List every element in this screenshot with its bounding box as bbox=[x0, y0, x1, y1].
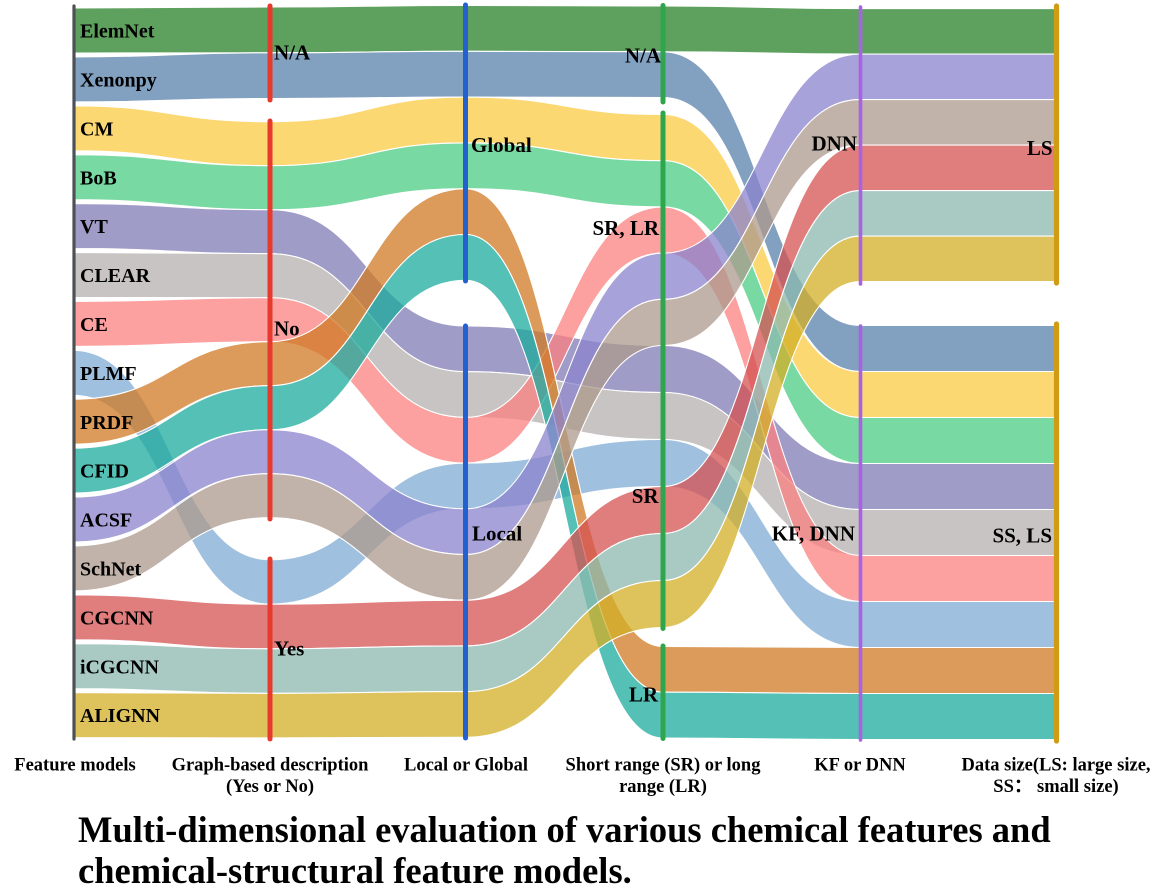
svg-text:KF, DNN: KF, DNN bbox=[772, 521, 855, 545]
svg-text:Yes: Yes bbox=[274, 636, 304, 660]
svg-text:N/A: N/A bbox=[625, 43, 662, 67]
svg-text:Graph-based description: Graph-based description bbox=[172, 756, 370, 776]
svg-text:CM: CM bbox=[80, 118, 113, 140]
svg-text:BoB: BoB bbox=[80, 167, 117, 189]
svg-text:ElemNet: ElemNet bbox=[80, 21, 155, 43]
svg-text:LS: LS bbox=[1027, 136, 1053, 160]
svg-text:PLMF: PLMF bbox=[80, 363, 137, 385]
svg-text:CLEAR: CLEAR bbox=[80, 265, 151, 287]
svg-text:SchNet: SchNet bbox=[80, 558, 141, 580]
svg-text:Global: Global bbox=[471, 133, 532, 157]
svg-text:KF or DNN: KF or DNN bbox=[814, 756, 906, 776]
svg-text:SS： small size): SS： small size) bbox=[993, 777, 1118, 797]
svg-text:DNN: DNN bbox=[812, 132, 858, 156]
svg-text:Local or Global: Local or Global bbox=[404, 756, 528, 776]
svg-text:range (LR): range (LR) bbox=[619, 777, 707, 797]
svg-text:PRDF: PRDF bbox=[80, 412, 133, 434]
svg-text:CGCNN: CGCNN bbox=[80, 607, 154, 629]
svg-text:Data size(LS: large size,: Data size(LS: large size, bbox=[961, 756, 1150, 776]
svg-text:chemical-structural feature mo: chemical-structural feature models. bbox=[78, 850, 632, 891]
svg-text:CE: CE bbox=[80, 314, 108, 336]
svg-text:Short range (SR) or long: Short range (SR) or long bbox=[566, 756, 762, 776]
svg-text:Multi-dimensional evaluation o: Multi-dimensional evaluation of various … bbox=[78, 809, 1051, 850]
svg-text:ACSF: ACSF bbox=[80, 510, 132, 532]
svg-text:SR: SR bbox=[632, 484, 660, 508]
svg-text:ALIGNN: ALIGNN bbox=[80, 705, 161, 727]
svg-text:SR, LR: SR, LR bbox=[592, 216, 659, 240]
svg-text:No: No bbox=[274, 316, 300, 340]
svg-text:LR: LR bbox=[629, 682, 659, 706]
svg-text:VT: VT bbox=[80, 216, 108, 238]
svg-text:iCGCNN: iCGCNN bbox=[80, 656, 159, 678]
svg-text:CFID: CFID bbox=[80, 461, 129, 483]
svg-text:Xenonpy: Xenonpy bbox=[80, 69, 157, 91]
svg-text:Local: Local bbox=[472, 521, 522, 545]
svg-text:Feature models: Feature models bbox=[14, 756, 135, 776]
svg-text:SS, LS: SS, LS bbox=[992, 523, 1052, 547]
svg-text:N/A: N/A bbox=[274, 40, 311, 64]
svg-text:(Yes or No): (Yes or No) bbox=[226, 777, 314, 797]
